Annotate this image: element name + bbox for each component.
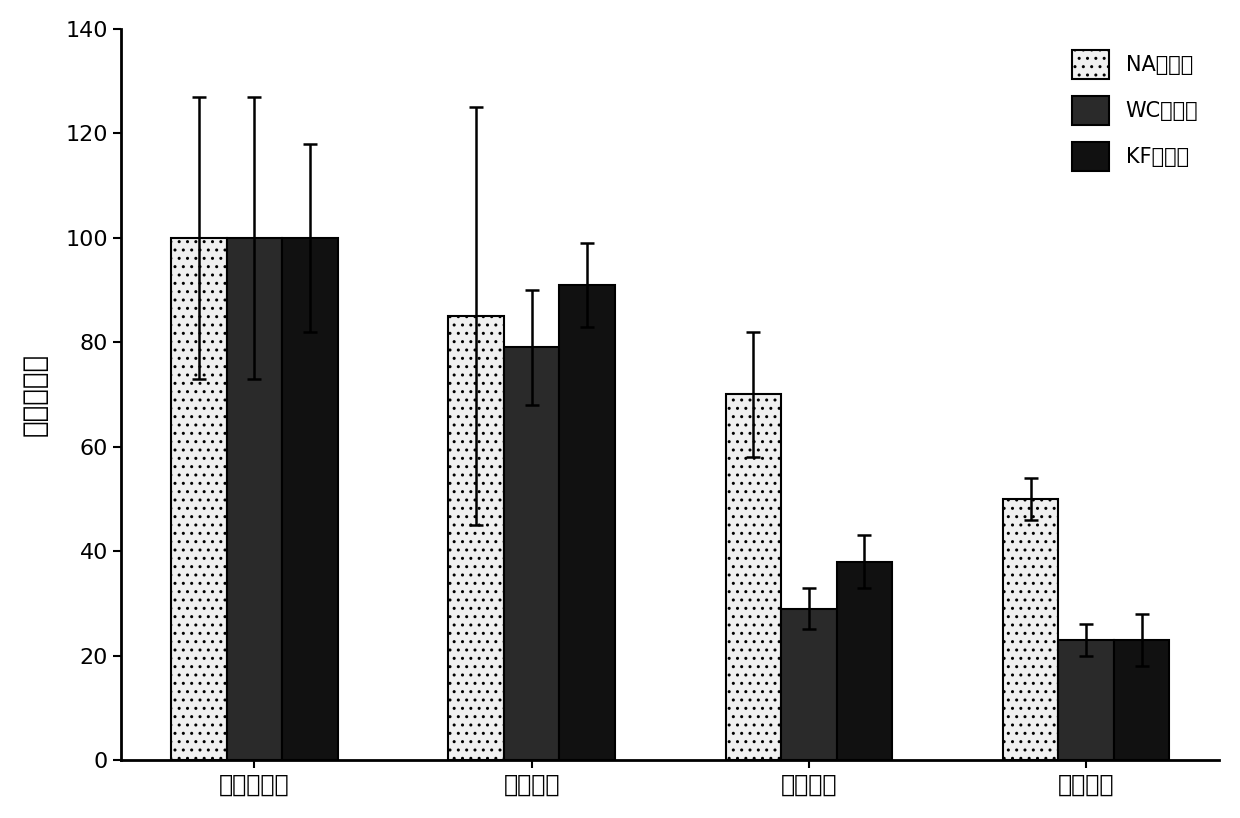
Bar xyxy=(725,394,781,760)
Bar xyxy=(1003,499,1059,760)
Bar xyxy=(1059,640,1114,760)
Bar xyxy=(837,561,892,760)
Y-axis label: 相对菌落数: 相对菌落数 xyxy=(21,353,48,436)
Bar xyxy=(1114,640,1169,760)
Bar xyxy=(781,609,837,760)
Bar xyxy=(171,238,227,760)
Bar xyxy=(503,348,559,760)
Bar xyxy=(559,285,615,760)
Bar xyxy=(449,316,503,760)
Bar xyxy=(283,238,337,760)
Bar xyxy=(227,238,283,760)
Legend: NA培兿基, WC培兿基, KF培兿基: NA培兿基, WC培兿基, KF培兿基 xyxy=(1061,39,1209,182)
